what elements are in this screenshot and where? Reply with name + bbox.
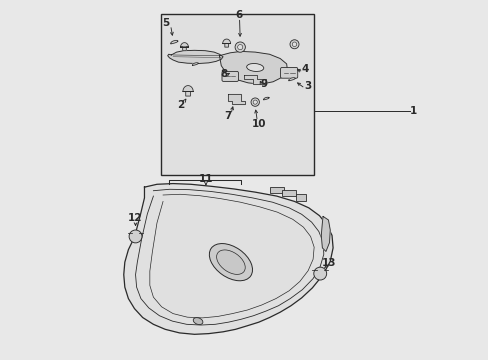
- Text: 11: 11: [198, 174, 213, 184]
- Text: 4: 4: [301, 64, 308, 74]
- Polygon shape: [288, 78, 295, 81]
- Ellipse shape: [216, 250, 245, 274]
- Text: 13: 13: [322, 258, 336, 268]
- Text: 5: 5: [162, 18, 169, 28]
- Text: 7: 7: [224, 111, 232, 121]
- Circle shape: [129, 230, 142, 243]
- Polygon shape: [222, 39, 230, 47]
- Text: 3: 3: [304, 81, 311, 91]
- Polygon shape: [167, 50, 223, 64]
- Ellipse shape: [209, 244, 252, 281]
- Polygon shape: [192, 63, 198, 66]
- Circle shape: [235, 42, 245, 52]
- Circle shape: [250, 98, 259, 106]
- FancyBboxPatch shape: [280, 67, 297, 78]
- Ellipse shape: [193, 318, 203, 325]
- Circle shape: [292, 42, 296, 46]
- Text: 6: 6: [235, 10, 243, 20]
- Polygon shape: [263, 97, 268, 100]
- Circle shape: [253, 100, 257, 104]
- Text: 8: 8: [220, 68, 227, 78]
- Polygon shape: [170, 40, 178, 44]
- Polygon shape: [180, 43, 188, 51]
- Text: 1: 1: [408, 107, 416, 116]
- Ellipse shape: [246, 63, 263, 72]
- Text: 2: 2: [177, 100, 184, 110]
- Text: 9: 9: [260, 78, 267, 89]
- Circle shape: [289, 40, 298, 49]
- Polygon shape: [123, 184, 332, 334]
- Polygon shape: [244, 75, 265, 84]
- Text: 12: 12: [128, 213, 142, 223]
- Polygon shape: [227, 94, 244, 104]
- Polygon shape: [183, 86, 193, 96]
- Text: 10: 10: [251, 118, 265, 129]
- Polygon shape: [219, 51, 287, 84]
- Bar: [160, 14, 313, 175]
- Circle shape: [237, 45, 242, 50]
- Circle shape: [313, 267, 326, 280]
- FancyBboxPatch shape: [222, 71, 238, 81]
- Bar: [295, 194, 305, 202]
- Bar: [269, 187, 283, 193]
- Polygon shape: [321, 216, 329, 251]
- Bar: [282, 190, 295, 196]
